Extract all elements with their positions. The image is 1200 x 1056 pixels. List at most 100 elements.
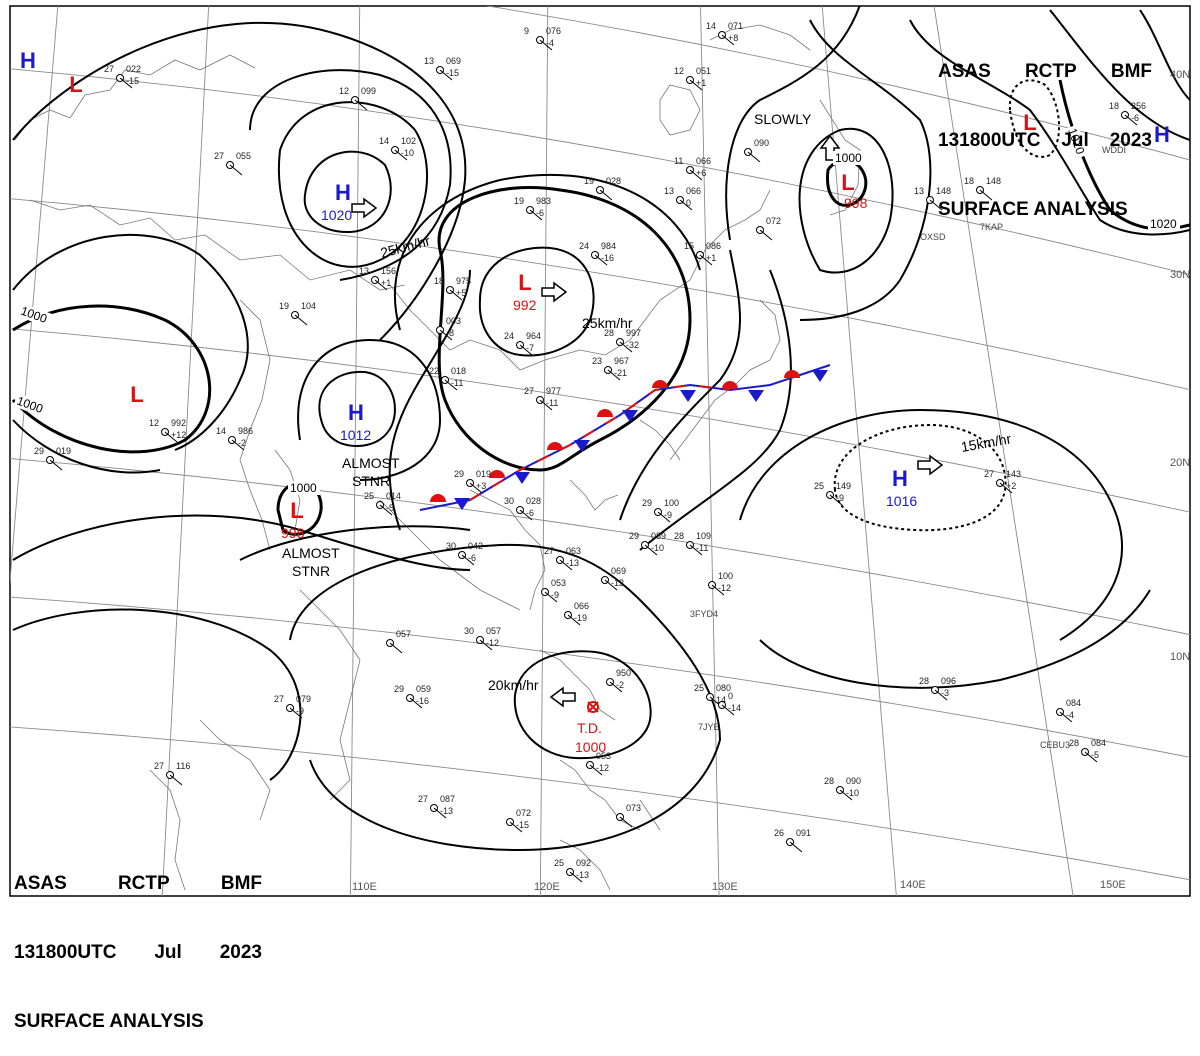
station-pressure: 100 [718, 571, 733, 581]
station-pressure-tendency: +6 [696, 168, 706, 178]
station-plot: 950-2 [606, 668, 631, 693]
central-pressure: 1012 [340, 427, 371, 443]
header-product: BMF [1110, 61, 1152, 82]
warm-front-semicircle [547, 442, 563, 450]
ship-call-sign: OXSD [920, 232, 946, 242]
wind-barb-icon [519, 344, 533, 356]
wind-barb-icon [461, 554, 475, 566]
station-temperature: 24 [579, 241, 589, 251]
wind-barb-icon [1059, 711, 1073, 723]
high-pressure-symbol: H [348, 400, 364, 425]
wind-barb-icon [409, 697, 423, 709]
header-agency: ASAS [938, 61, 991, 82]
station-pressure-tendency: -2 [616, 680, 624, 690]
td-center-cross [587, 701, 599, 713]
station-temperature: 18 [964, 176, 974, 186]
station-pressure: 148 [936, 186, 951, 196]
station-temperature: 26 [774, 828, 784, 838]
station-pressure: 042 [468, 541, 483, 551]
td-label: T.D. [577, 720, 602, 736]
low-pressure-symbol: L [841, 170, 854, 195]
wind-barb-icon [689, 544, 703, 556]
station-pressure: 102 [401, 136, 416, 146]
wind-barb-icon [119, 77, 133, 89]
station-plot: 28 109 -11 [674, 531, 711, 556]
header-month: Jul [154, 942, 182, 963]
wind-barb-icon [519, 509, 533, 521]
wind-barb-icon [449, 289, 463, 301]
wind-barb-icon [229, 164, 243, 176]
wind-barb-icon [619, 341, 633, 353]
station-plot: 25 092 -13 [554, 858, 591, 883]
station-temperature: 29 [394, 684, 404, 694]
station-pressure: 0 [728, 691, 733, 701]
station-plot: 100-12 [708, 571, 733, 596]
isobar-value-label: 1000 [835, 151, 862, 165]
station-temperature: 28 [824, 776, 834, 786]
station-temperature: 27 [104, 64, 114, 74]
isobar-value-label: 1020 [1150, 217, 1177, 231]
station-pressure: 053 [596, 751, 611, 761]
low-pressure-symbol: L [290, 498, 303, 523]
header-time: 131800UTC [14, 942, 117, 963]
wind-barb-icon [689, 79, 703, 91]
station-pressure-tendency: -9 [836, 493, 844, 503]
station-plot: 12 051 +1 [674, 66, 711, 91]
station-pressure-tendency: -12 [486, 638, 499, 648]
station-pressure: 964 [526, 331, 541, 341]
station-plot: 27 055 [214, 151, 251, 176]
station-plot: 19 983 -6 [514, 196, 551, 221]
station-temperature: 23 [592, 356, 602, 366]
ship-call-sign: WDDI [1102, 145, 1126, 155]
station-pressure: 066 [696, 156, 711, 166]
station-temperature: 14 [379, 136, 389, 146]
wind-barb-icon [711, 584, 725, 596]
wind-barb-icon [354, 99, 368, 111]
station-pressure: 022 [126, 64, 141, 74]
central-pressure: 998 [281, 525, 305, 541]
header-year: 2023 [1109, 130, 1152, 151]
station-plot: 0 -14 [718, 691, 741, 716]
movement-label: SLOWLY [754, 111, 812, 127]
ship-call-sign: CEBU3 [1040, 740, 1070, 750]
station-plot: 18 256 -6 [1109, 101, 1146, 126]
central-pressure: 998 [844, 195, 868, 211]
high-pressure-symbol: H [20, 48, 36, 73]
wind-barb-icon [544, 591, 558, 603]
cold-front-triangle [812, 370, 828, 382]
header-station: RCTP [117, 873, 170, 894]
station-pressure: 950 [616, 668, 631, 678]
station-pressure-tendency: -13 [611, 578, 624, 588]
station-pressure: 992 [171, 418, 186, 428]
station-plot: 057 [386, 629, 411, 654]
station-pressure: 003 [446, 316, 461, 326]
station-pressure: 086 [706, 241, 721, 251]
station-temperature: 15 [684, 241, 694, 251]
header-agency: ASAS [14, 873, 67, 894]
movement-label: ALMOST [342, 455, 400, 471]
station-plot: 29 019 +3 [454, 469, 491, 494]
station-pressure: 028 [526, 496, 541, 506]
station-plot: 28 090 -10 [824, 776, 861, 801]
wind-barb-icon [607, 369, 621, 381]
station-plot: 25 080 14 [694, 683, 731, 708]
wind-barb-icon [589, 764, 603, 776]
wind-barb-icon [934, 689, 948, 701]
movement-arrow-icon [351, 197, 378, 219]
station-pressure: 079 [296, 694, 311, 704]
station-pressure: 256 [1131, 101, 1146, 111]
station-pressure: 977 [546, 386, 561, 396]
station-pressure: 080 [716, 683, 731, 693]
warm-front-semicircle [489, 470, 505, 478]
cold-front-triangle [748, 390, 764, 402]
ship-call-sign: 3FYD4 [690, 609, 718, 619]
movement-label: STNR [292, 563, 330, 579]
station-temperature: 30 [504, 496, 514, 506]
station-plot: 13 066 0 [664, 186, 701, 211]
map-header-top-right: ASAS RCTP BMF 131800UTC Jul 2023 SURFACE ANA… [938, 14, 1152, 244]
wind-barb-icon [444, 379, 458, 391]
stationary-front [419, 364, 831, 511]
latitude-label: 40N [1170, 69, 1190, 81]
station-plot: 30 042 -6 [446, 541, 483, 566]
station-plot: 14 102 -10 [379, 136, 416, 161]
